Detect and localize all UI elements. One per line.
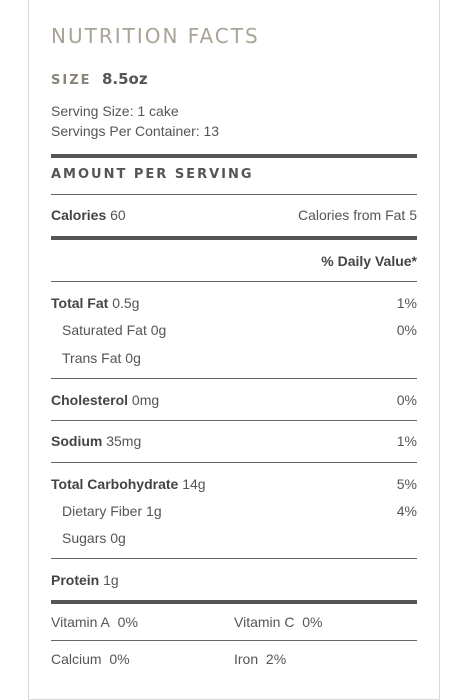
protein-amount: 1g [103, 572, 119, 588]
divider [51, 281, 417, 282]
total-carbohydrate-cell: Total Carbohydrate 14g [51, 476, 206, 492]
thick-divider [51, 600, 417, 604]
cholesterol-cell: Cholesterol 0mg [51, 392, 159, 408]
total-fat-dv: 1% [396, 295, 417, 311]
dietary-fiber-cell: Dietary Fiber 1g [62, 503, 162, 519]
protein-label: Protein [51, 572, 100, 588]
calories-from-fat: Calories from Fat 5 [297, 207, 417, 223]
total-fat-label: Total Fat [51, 295, 109, 311]
size-label: SIZE [51, 73, 92, 88]
total-fat-amount: 0.5g [112, 295, 140, 311]
dietary-fiber-label: Dietary Fiber [62, 503, 143, 519]
thick-divider [51, 236, 417, 240]
amount-per-serving-heading: AMOUNT PER SERVING [51, 167, 254, 182]
trans-fat-amount: 0g [125, 350, 141, 366]
cholesterol-label: Cholesterol [51, 392, 129, 408]
trans-fat-cell: Trans Fat 0g [62, 350, 141, 366]
calories-value: 60 [110, 207, 126, 223]
nutrition-title: NUTRITION FACTS [51, 24, 260, 48]
sodium-cell: Sodium 35mg [51, 433, 141, 449]
vitamin-c: Vitamin C 0% [234, 614, 322, 630]
dietary-fiber-dv: 4% [396, 503, 417, 519]
serving-size: Serving Size: 1 cake [51, 103, 179, 119]
protein-cell: Protein 1g [51, 572, 119, 588]
size-value: 8.5oz [101, 70, 148, 88]
cholesterol-dv: 0% [396, 392, 417, 408]
sodium-amount: 35mg [106, 433, 142, 449]
saturated-fat-label: Saturated Fat [62, 322, 147, 338]
calcium-value: 0% [109, 651, 130, 667]
vitamin-c-value: 0% [302, 614, 323, 630]
saturated-fat-dv: 0% [396, 322, 417, 338]
sugars-label: Sugars [62, 530, 107, 546]
servings-per-container: Servings Per Container: 13 [51, 123, 220, 139]
vitamin-a: Vitamin A 0% [51, 614, 138, 630]
saturated-fat-amount: 0g [150, 322, 167, 338]
cholesterol-amount: 0mg [131, 392, 160, 408]
iron: Iron 2% [234, 651, 286, 667]
total-carbohydrate-label: Total Carbohydrate [51, 476, 179, 492]
iron-value: 2% [265, 651, 287, 667]
divider [51, 378, 417, 379]
calories-cell: Calories 60 [51, 207, 126, 223]
sugars-cell: Sugars 0g [62, 530, 126, 546]
divider [51, 194, 417, 195]
vitamin-c-label: Vitamin C [234, 614, 295, 630]
daily-value-header: % Daily Value* [321, 253, 417, 269]
sodium-dv: 1% [396, 433, 417, 449]
divider [51, 462, 417, 463]
total-carbohydrate-amount: 14g [182, 476, 206, 492]
dietary-fiber-amount: 1g [146, 503, 162, 519]
size-row: SIZE 8.5oz [51, 70, 148, 89]
nutrition-facts-panel: NUTRITION FACTS SIZE 8.5oz Serving Size:… [28, 0, 440, 700]
thick-divider [51, 154, 417, 158]
vitamin-a-label: Vitamin A [51, 614, 110, 630]
sodium-label: Sodium [51, 433, 103, 449]
saturated-fat-cell: Saturated Fat 0g [62, 322, 166, 338]
trans-fat-label: Trans Fat [62, 350, 122, 366]
iron-label: Iron [234, 651, 259, 667]
divider [51, 640, 417, 641]
calcium: Calcium 0% [51, 651, 130, 667]
calories-label: Calories [51, 207, 107, 223]
total-fat-cell: Total Fat 0.5g [51, 295, 139, 311]
sugars-amount: 0g [110, 530, 126, 546]
divider [51, 420, 417, 421]
total-carbohydrate-dv: 5% [396, 476, 417, 492]
calcium-label: Calcium [51, 651, 102, 667]
divider [51, 558, 417, 559]
vitamin-a-value: 0% [117, 614, 138, 630]
